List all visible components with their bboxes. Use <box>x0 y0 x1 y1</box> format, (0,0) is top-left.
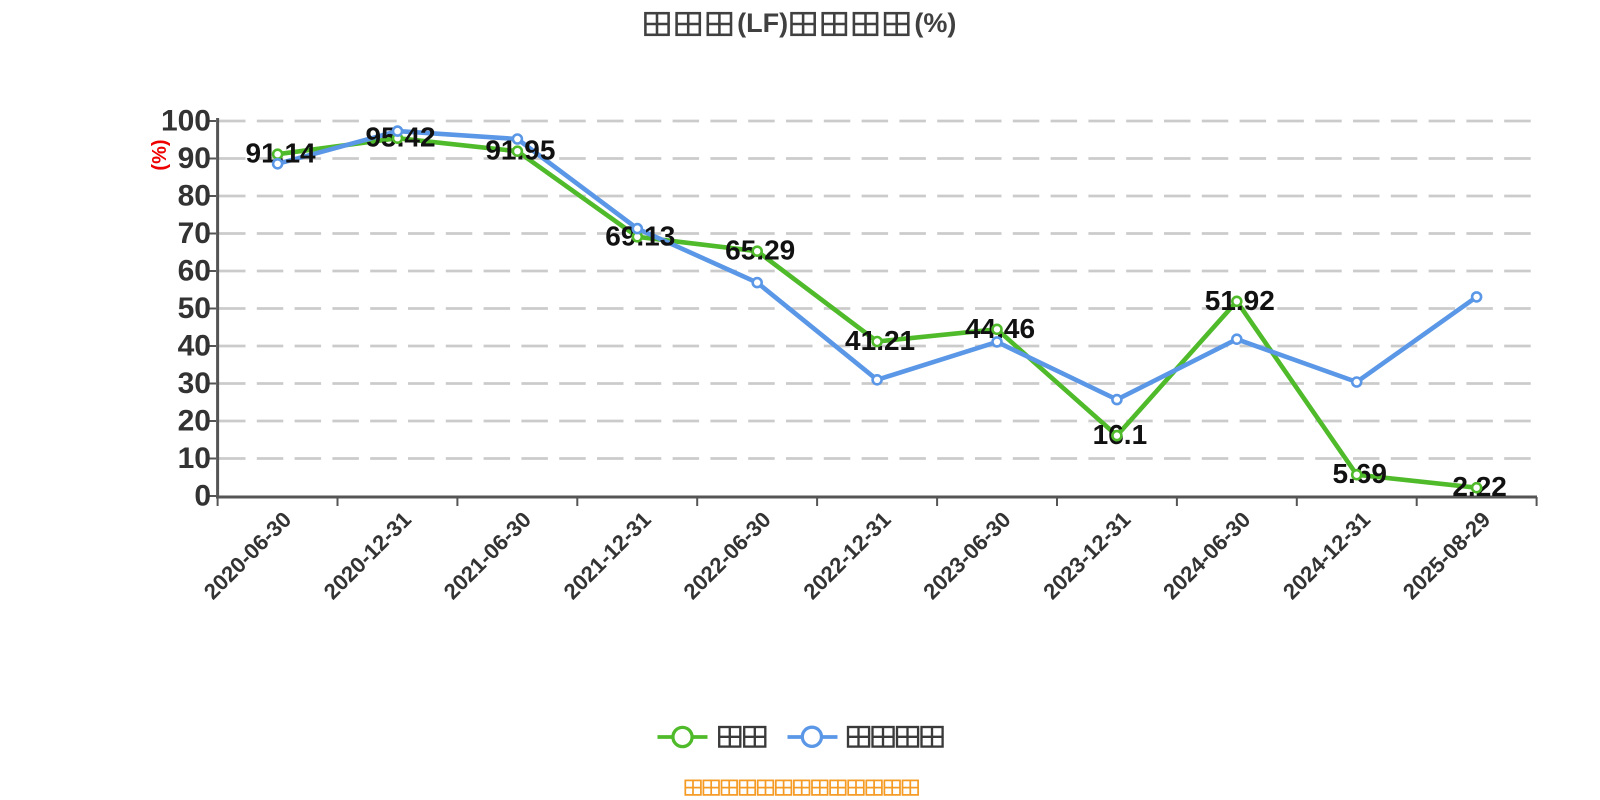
svg-text:20: 20 <box>178 405 211 438</box>
svg-text:60: 60 <box>178 255 211 288</box>
svg-text:10: 10 <box>178 442 211 475</box>
svg-text:0: 0 <box>194 480 211 513</box>
svg-text:80: 80 <box>178 180 211 213</box>
svg-text:40: 40 <box>178 330 211 363</box>
svg-text:90: 90 <box>178 142 211 175</box>
svg-text:(LF): (LF) <box>737 8 788 38</box>
svg-text:(%): (%) <box>149 139 171 170</box>
svg-text:50: 50 <box>178 292 211 325</box>
svg-text:30: 30 <box>178 367 211 400</box>
svg-text:70: 70 <box>178 217 211 250</box>
svg-text:(%): (%) <box>914 8 956 38</box>
svg-text:100: 100 <box>161 105 211 138</box>
